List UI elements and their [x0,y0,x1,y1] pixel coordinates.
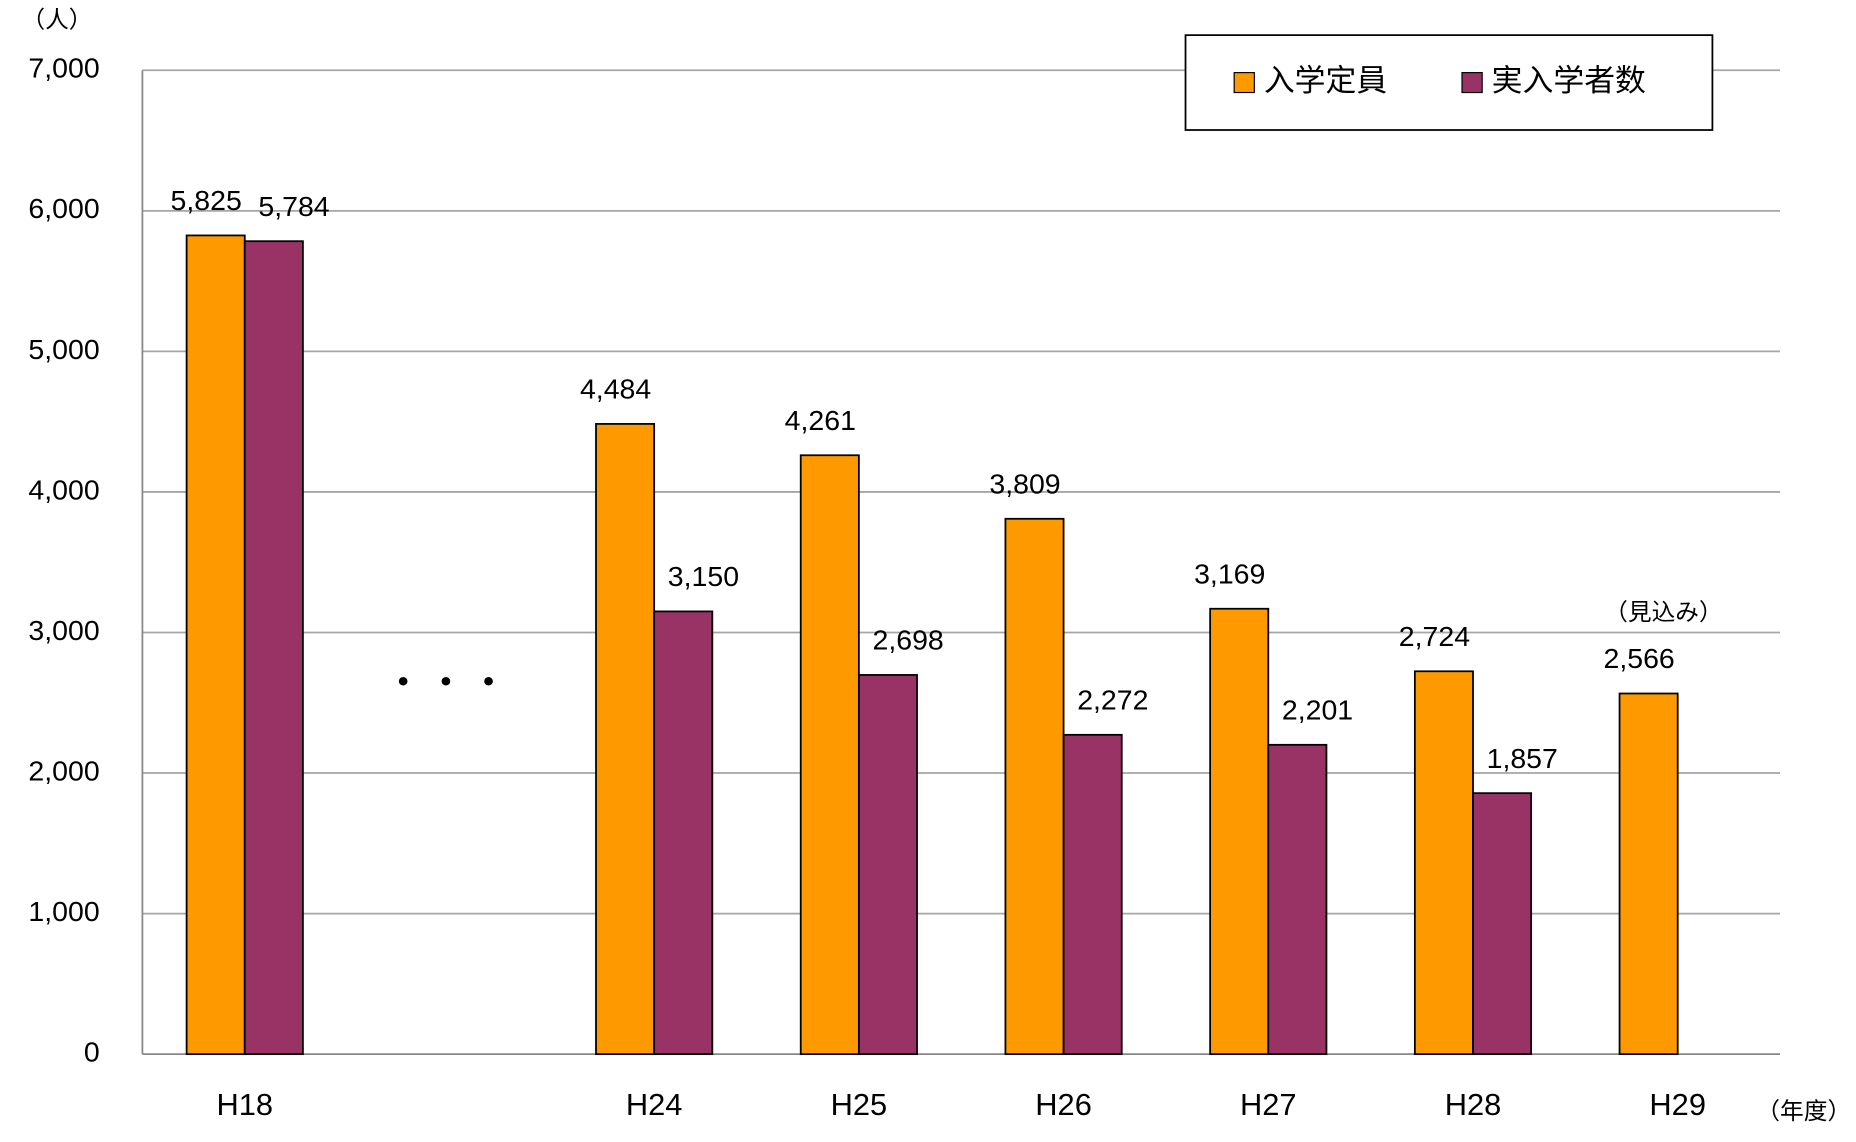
bar [185,234,246,1056]
data-label: 5,825 [171,184,242,216]
bar [1209,607,1270,1056]
bar [653,610,714,1056]
y-tick-label: 2,000 [28,755,99,787]
legend-label: 入学定員 [1264,64,1387,98]
bar [1413,670,1474,1056]
legend-label: 実入学者数 [1492,64,1646,98]
x-tick-label: H24 [626,1088,683,1122]
y-tick-label: 4,000 [28,474,99,506]
bar [799,454,860,1056]
data-label: 4,261 [785,404,856,436]
data-label: 2,698 [873,624,944,656]
annotation: （見込み） [1604,599,1723,625]
data-label: 1,857 [1487,742,1558,774]
data-label: 3,169 [1194,558,1265,590]
legend-box [1184,34,1714,131]
x-tick-label: H28 [1445,1088,1502,1122]
data-label: 2,566 [1604,642,1675,674]
x-tick-label: H29 [1649,1088,1706,1122]
legend-swatch [1461,72,1483,94]
annotation: ・・・ [385,664,513,703]
bar [595,423,656,1056]
data-label: 3,809 [989,468,1060,500]
data-label: 5,784 [258,190,329,222]
y-tick-label: 1,000 [28,895,99,927]
bar [1062,733,1123,1056]
y-unit-label: （人） [21,6,92,32]
x-tick-label: H25 [831,1088,888,1122]
x-tick-label: H18 [216,1088,273,1122]
data-label: 2,272 [1077,684,1148,716]
data-label: 3,150 [668,560,739,592]
y-tick-label: 6,000 [28,192,99,224]
bar [243,240,304,1056]
x-unit-label: （年度） [1756,1098,1851,1124]
bar [1472,792,1533,1056]
bar [1618,692,1679,1056]
y-tick-label: 3,000 [28,614,99,646]
bar [857,674,918,1056]
bar [1267,743,1328,1056]
data-label: 4,484 [580,373,651,405]
y-tick-label: 5,000 [28,333,99,365]
bar [1004,517,1065,1056]
data-label: 2,201 [1282,694,1353,726]
x-tick-label: H27 [1240,1088,1297,1122]
data-label: 2,724 [1399,620,1470,652]
legend-swatch [1233,72,1255,94]
y-tick-label: 0 [84,1036,100,1068]
y-tick-label: 7,000 [28,52,99,84]
x-tick-label: H26 [1035,1088,1092,1122]
